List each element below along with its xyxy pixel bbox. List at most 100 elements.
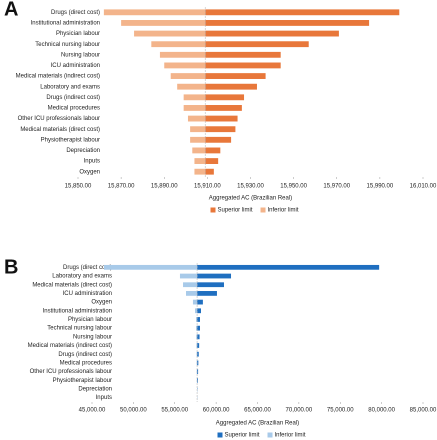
legend-swatch bbox=[210, 207, 216, 213]
category-label: ICU administration bbox=[51, 63, 100, 69]
bar bbox=[151, 41, 206, 48]
bar bbox=[196, 334, 198, 340]
bar bbox=[192, 147, 206, 154]
bar bbox=[205, 51, 281, 58]
bar bbox=[197, 264, 380, 270]
bar bbox=[192, 299, 198, 305]
x-tick-label: 15,870.00 bbox=[108, 184, 135, 190]
x-tick-label: 15,950.00 bbox=[280, 184, 307, 190]
category-label: Medical materials (direct cost) bbox=[32, 282, 112, 288]
bar bbox=[205, 136, 232, 143]
category-label: Laboratory and exams bbox=[40, 84, 100, 90]
x-tick-label: 16,010.00 bbox=[410, 184, 437, 190]
x-tick-label: 45,000.00 bbox=[79, 408, 106, 414]
bar bbox=[195, 308, 198, 314]
bar bbox=[194, 158, 206, 164]
bar bbox=[197, 282, 224, 288]
bar bbox=[197, 334, 200, 340]
x-tick-label: 15,890.00 bbox=[151, 184, 178, 190]
bar bbox=[103, 264, 198, 270]
x-tick-label: 15,910.00 bbox=[194, 184, 221, 190]
bar bbox=[186, 291, 198, 296]
bar bbox=[197, 343, 200, 348]
panel-label: A bbox=[4, 0, 18, 20]
x-tick-label: 15,850.00 bbox=[65, 184, 92, 190]
category-label: Inputs bbox=[84, 159, 100, 165]
x-tick-label: 55,000.00 bbox=[161, 408, 188, 414]
bar bbox=[103, 9, 206, 16]
bar bbox=[196, 325, 198, 331]
category-label: Institutional administration bbox=[31, 21, 100, 27]
legend-swatch bbox=[267, 432, 273, 438]
bar bbox=[164, 62, 206, 69]
bar bbox=[194, 168, 206, 175]
x-tick-label: 15,990.00 bbox=[367, 184, 394, 190]
legend-label: Superior limit bbox=[218, 208, 253, 214]
bar bbox=[205, 20, 370, 26]
category-label: Inputs bbox=[96, 395, 112, 401]
bar bbox=[196, 343, 198, 348]
bar bbox=[205, 9, 400, 16]
bar bbox=[205, 126, 236, 133]
x-tick-label: 50,000.00 bbox=[120, 408, 147, 414]
category-label: Drugs (indirect cost) bbox=[46, 95, 100, 101]
category-label: Oxygen bbox=[91, 300, 112, 306]
x-tick-label: 70,000.00 bbox=[286, 408, 313, 414]
category-label: ICU administration bbox=[63, 291, 112, 297]
category-label: Laboratory and exams bbox=[52, 274, 112, 280]
panel-label: B bbox=[4, 256, 18, 278]
bar bbox=[197, 317, 200, 322]
bar bbox=[183, 94, 206, 101]
category-label: Depreciation bbox=[78, 387, 112, 393]
bar bbox=[205, 105, 242, 111]
bar bbox=[205, 115, 238, 122]
category-label: Technical nursing labour bbox=[47, 326, 112, 332]
legend-label: Superior limit bbox=[225, 433, 260, 439]
legend-label: Inferior limit bbox=[275, 433, 306, 439]
category-label: Drugs (direct cost) bbox=[51, 10, 100, 16]
legend-swatch bbox=[217, 432, 223, 438]
category-label: Physician labour bbox=[56, 31, 100, 37]
category-label: Drugs (indirect cost) bbox=[58, 352, 112, 358]
bar bbox=[183, 282, 198, 288]
bar bbox=[197, 351, 199, 357]
bar bbox=[205, 30, 339, 37]
bar bbox=[197, 325, 200, 331]
bar bbox=[187, 115, 206, 122]
bar bbox=[197, 369, 199, 374]
bar bbox=[190, 136, 206, 143]
bar bbox=[196, 317, 198, 322]
category-label: Medical procedures bbox=[60, 360, 112, 366]
legend-label: Inferior limit bbox=[268, 208, 299, 214]
category-label: Oxygen bbox=[79, 169, 100, 175]
x-tick-label: 60,000.00 bbox=[203, 408, 230, 414]
x-tick-label: 80,000.00 bbox=[368, 408, 395, 414]
x-tick-label: 85,000.00 bbox=[410, 408, 437, 414]
legend-swatch bbox=[260, 207, 266, 213]
category-label: Medical materials (indirect cost) bbox=[16, 74, 100, 80]
bar bbox=[205, 94, 245, 101]
x-axis-title: Aggregated AC (Brazilian Real) bbox=[216, 421, 299, 427]
bar bbox=[205, 62, 281, 69]
bar bbox=[177, 83, 206, 90]
bar bbox=[197, 308, 201, 314]
category-label: Nursing labour bbox=[73, 334, 112, 340]
category-label: Physician labour bbox=[68, 317, 112, 323]
category-label: Other ICU professionals labour bbox=[18, 116, 100, 122]
bar bbox=[205, 73, 266, 79]
category-label: Nursing labour bbox=[61, 52, 100, 58]
bar bbox=[190, 126, 206, 133]
category-label: Medical materials (direct cost) bbox=[20, 127, 100, 133]
bar bbox=[205, 41, 309, 48]
bar bbox=[183, 105, 206, 111]
bar bbox=[205, 83, 257, 90]
bar bbox=[205, 168, 214, 175]
x-tick-label: 75,000.00 bbox=[327, 408, 354, 414]
bar bbox=[197, 360, 199, 366]
bar bbox=[134, 30, 206, 37]
category-label: Technical nursing labour bbox=[35, 42, 100, 48]
x-axis-title: Aggregated AC (Brazilian Real) bbox=[209, 196, 292, 202]
bar bbox=[197, 299, 203, 305]
category-label: Medical materials (indirect cost) bbox=[28, 343, 112, 349]
